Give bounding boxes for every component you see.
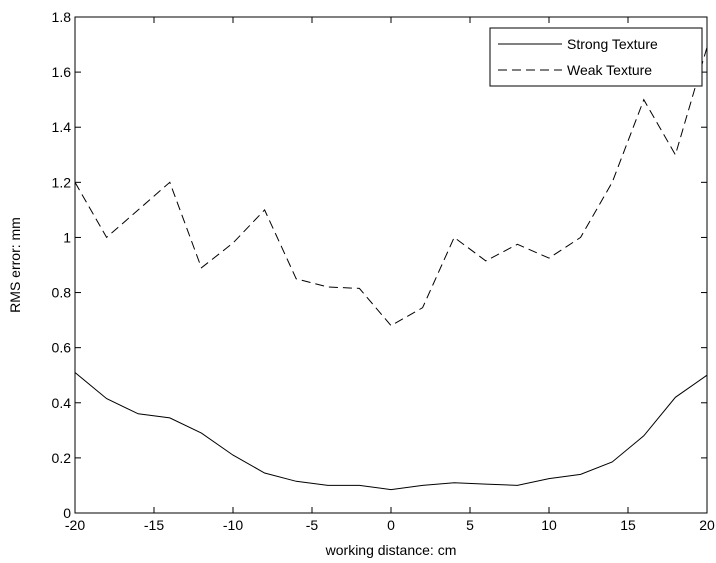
- x-tick-label: -5: [306, 517, 319, 533]
- axis-ticks: -20 -15 -10 -5 0 5 10 15 20 0 0.2 0.4 0.6 0.8 1 1.2 1.4 1…: [52, 9, 715, 533]
- legend: Strong Texture Weak Texture: [489, 27, 703, 87]
- y-tick-label: 0.4: [52, 395, 72, 411]
- y-tick-label: 1.6: [52, 64, 72, 80]
- legend-box: [489, 27, 703, 87]
- y-tick-label: 1: [63, 229, 71, 245]
- plot-frame: [74, 16, 708, 514]
- y-tick-label: 0.2: [52, 450, 72, 466]
- x-tick-label: 10: [541, 517, 557, 533]
- series-group: [74, 47, 708, 491]
- y-tick-label: 0.8: [52, 285, 72, 301]
- plot-area: [75, 17, 707, 513]
- x-tick-label: 20: [699, 517, 715, 533]
- x-tick-label: -15: [144, 517, 164, 533]
- y-tick-label: 0: [63, 505, 71, 521]
- y-tick-label: 1.4: [52, 119, 72, 135]
- x-tick-label: 5: [466, 517, 474, 533]
- series-line-weak-texture: [74, 47, 708, 327]
- x-tick-label: 0: [387, 517, 395, 533]
- series-line-strong-texture: [74, 372, 708, 491]
- x-tick-label: -10: [223, 517, 243, 533]
- y-tick-label: 1.2: [52, 174, 72, 190]
- y-tick-label: 0.6: [52, 340, 72, 356]
- x-tick-label: -20: [65, 517, 85, 533]
- legend-label-weak-texture: Weak Texture: [567, 62, 652, 78]
- legend-label-strong-texture: Strong Texture: [567, 36, 658, 52]
- y-axis-label: RMS error: mm: [7, 217, 23, 313]
- x-axis-label: working distance: cm: [325, 542, 457, 558]
- y-tick-label: 1.8: [52, 9, 72, 25]
- x-tick-label: 15: [620, 517, 636, 533]
